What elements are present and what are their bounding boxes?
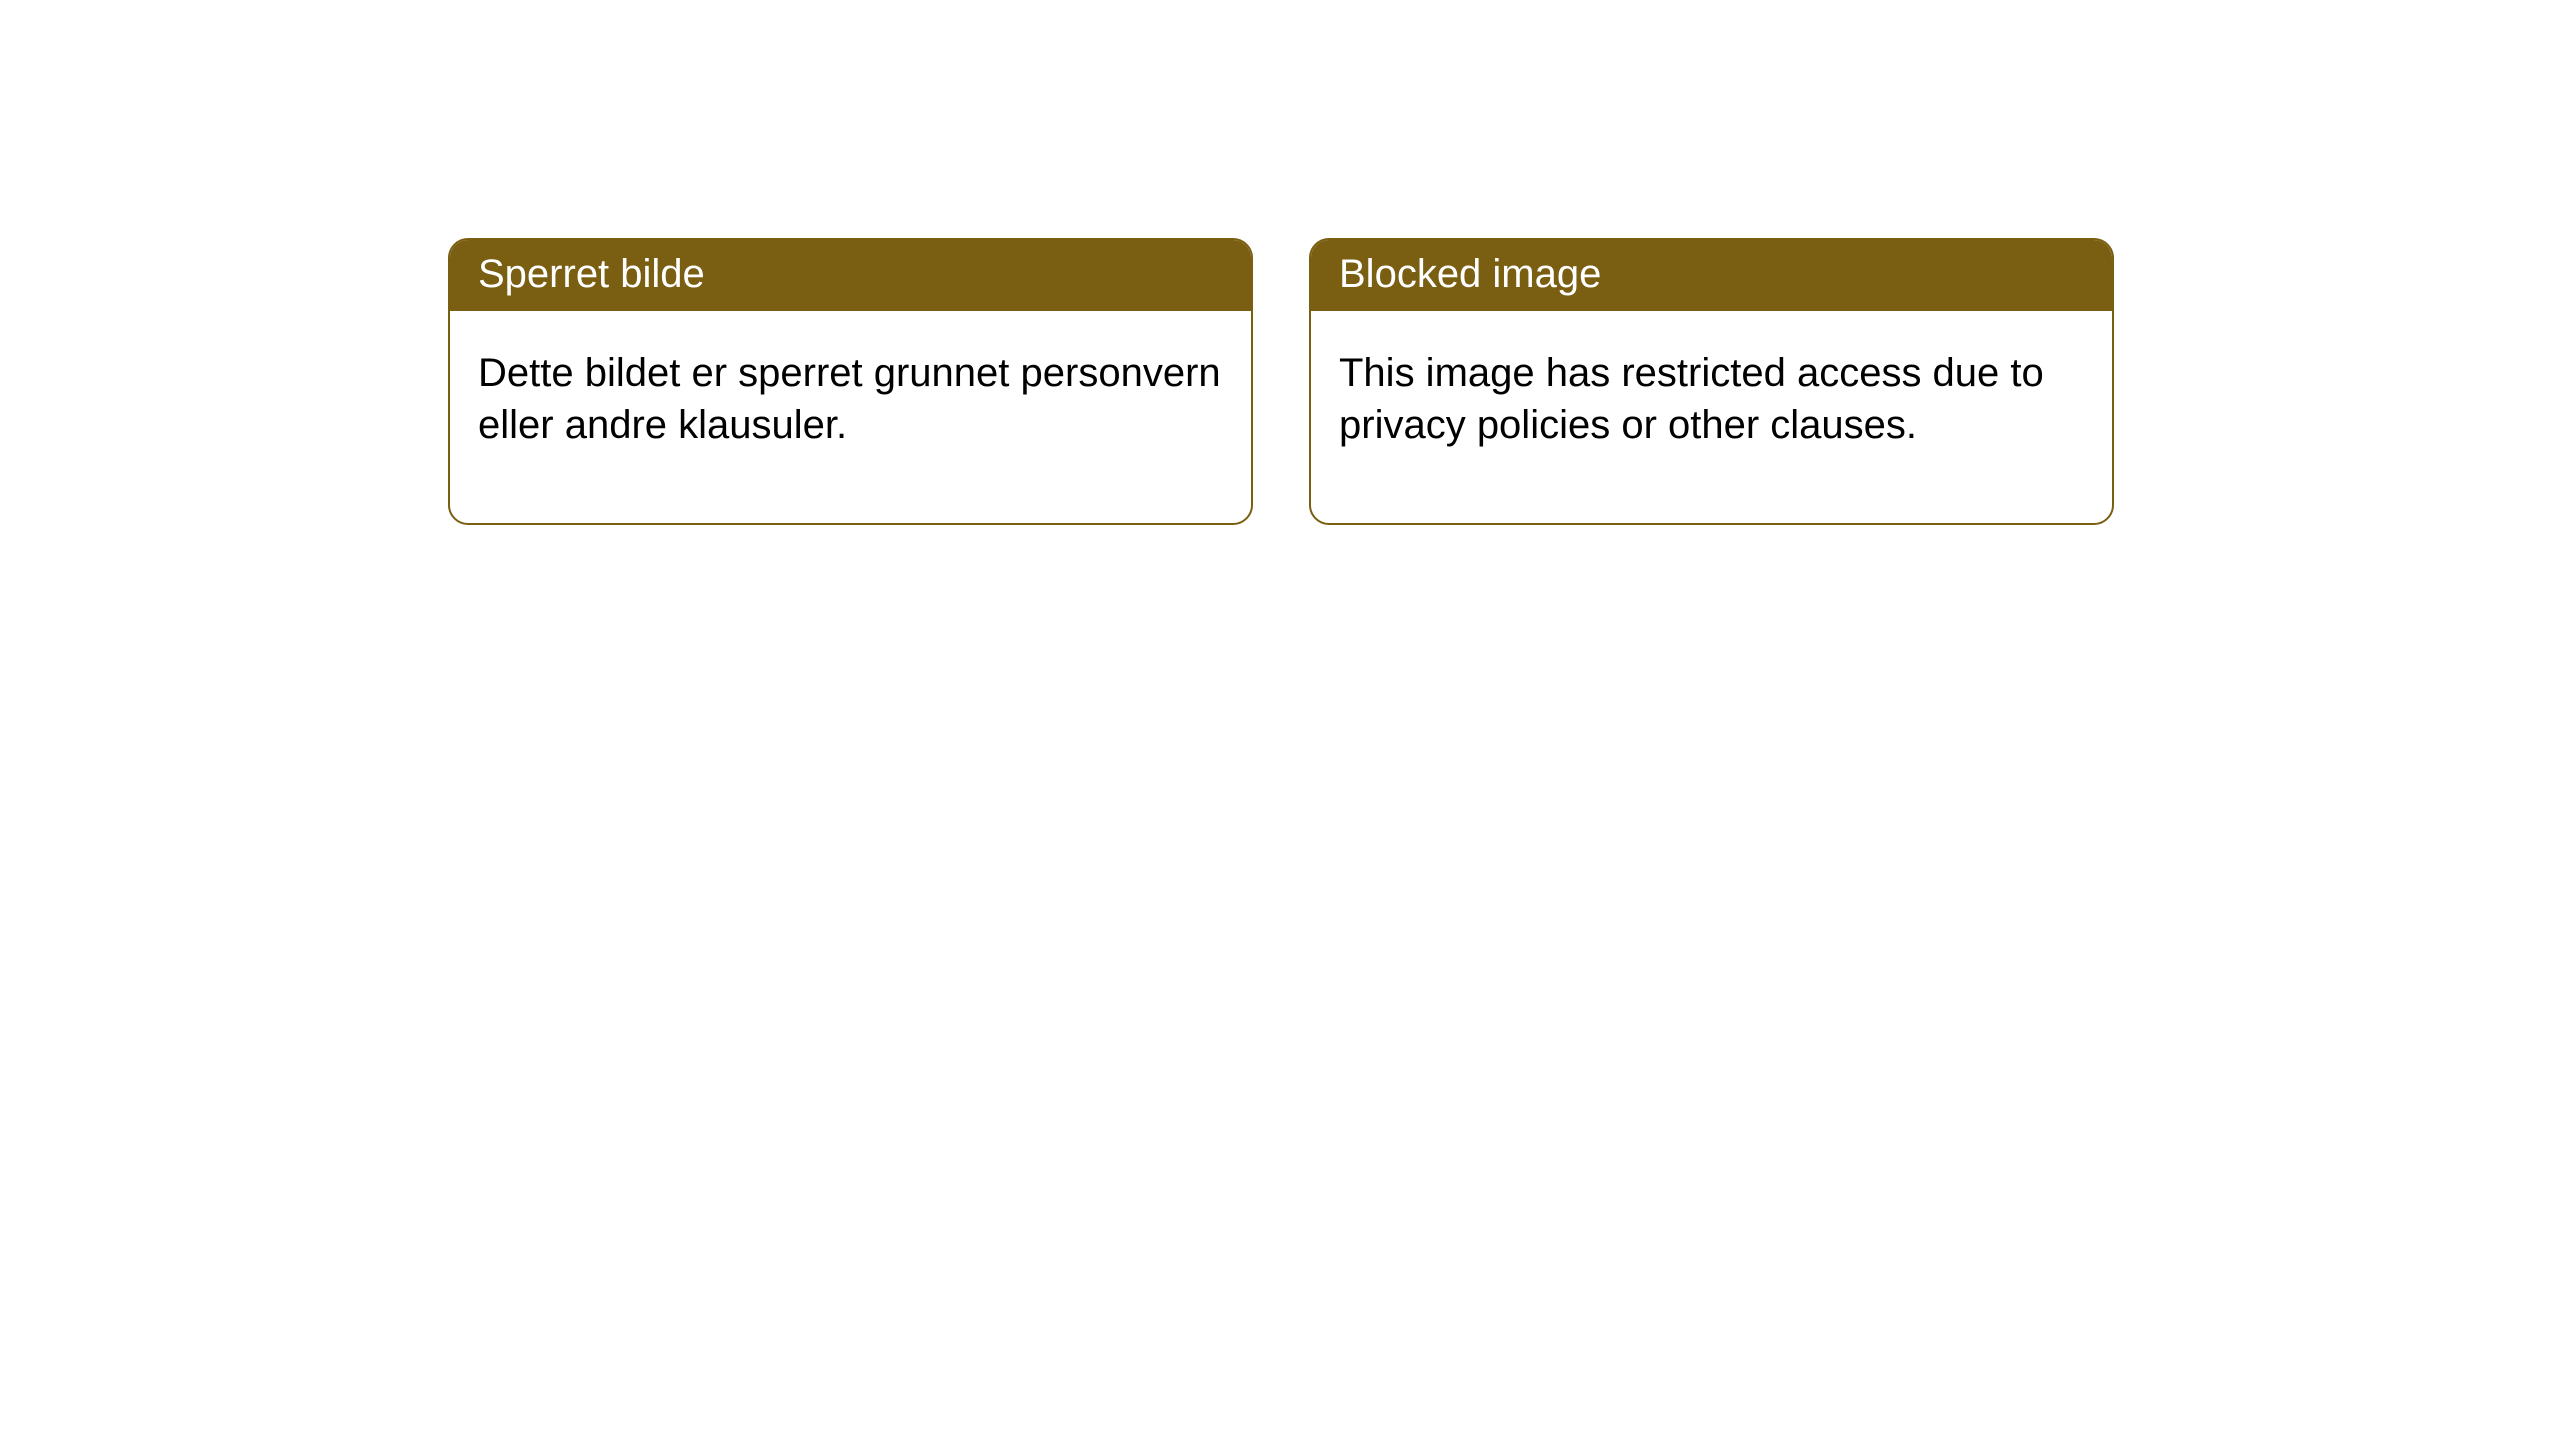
notice-card-norwegian: Sperret bilde Dette bildet er sperret gr… xyxy=(448,238,1253,525)
notice-card-english: Blocked image This image has restricted … xyxy=(1309,238,2114,525)
notice-title-english: Blocked image xyxy=(1311,240,2112,311)
notice-body-norwegian: Dette bildet er sperret grunnet personve… xyxy=(450,311,1251,523)
notice-title-norwegian: Sperret bilde xyxy=(450,240,1251,311)
notice-container: Sperret bilde Dette bildet er sperret gr… xyxy=(0,0,2560,525)
notice-body-english: This image has restricted access due to … xyxy=(1311,311,2112,523)
